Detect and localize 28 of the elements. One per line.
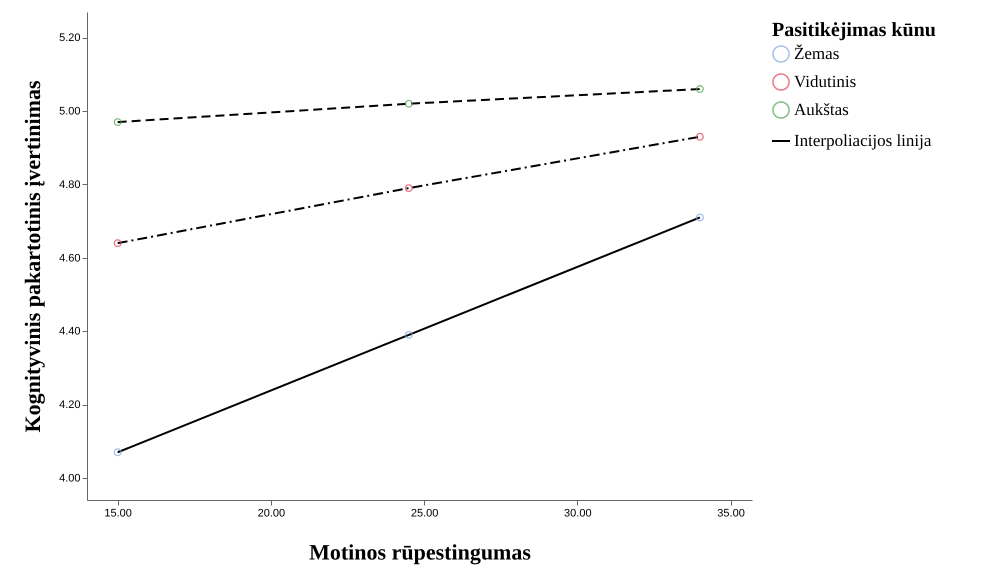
point [114, 118, 122, 126]
y-tick-label: 5.00 [59, 106, 80, 118]
y-tick-label: 4.60 [59, 252, 80, 264]
y-axis-title: Kognityvinis pakartotinis įvertinimas [20, 80, 46, 433]
point [404, 184, 413, 192]
x-tick-label: 30.00 [564, 508, 592, 520]
point [404, 100, 413, 108]
x-axis-title: Motinos rūpestingumas [309, 540, 532, 564]
x-tick-label: 35.00 [717, 508, 745, 520]
y-tick-label: 4.00 [59, 472, 80, 484]
y-tick-label: 4.80 [59, 178, 80, 191]
legend-label: Žemas [794, 44, 840, 63]
point [696, 213, 704, 222]
y-tick-label: 4.40 [59, 326, 80, 338]
y-tick-label: 5.20 [59, 32, 80, 44]
x-tick-label: 15.00 [104, 508, 132, 520]
legend-label: Aukštas [794, 100, 849, 119]
point [114, 448, 122, 456]
x-tick-label: 25.00 [410, 508, 438, 520]
legend-title: Pasitikėjimas kūnu [772, 19, 936, 41]
y-tick-label: 4.20 [59, 399, 80, 412]
x-tick-label: 20.00 [258, 508, 286, 520]
point [404, 330, 413, 339]
point [696, 132, 704, 141]
point [114, 239, 122, 248]
legend-label: Vidutinis [794, 72, 856, 91]
text: Interpoliacijos linija [794, 131, 932, 150]
point [696, 85, 704, 94]
